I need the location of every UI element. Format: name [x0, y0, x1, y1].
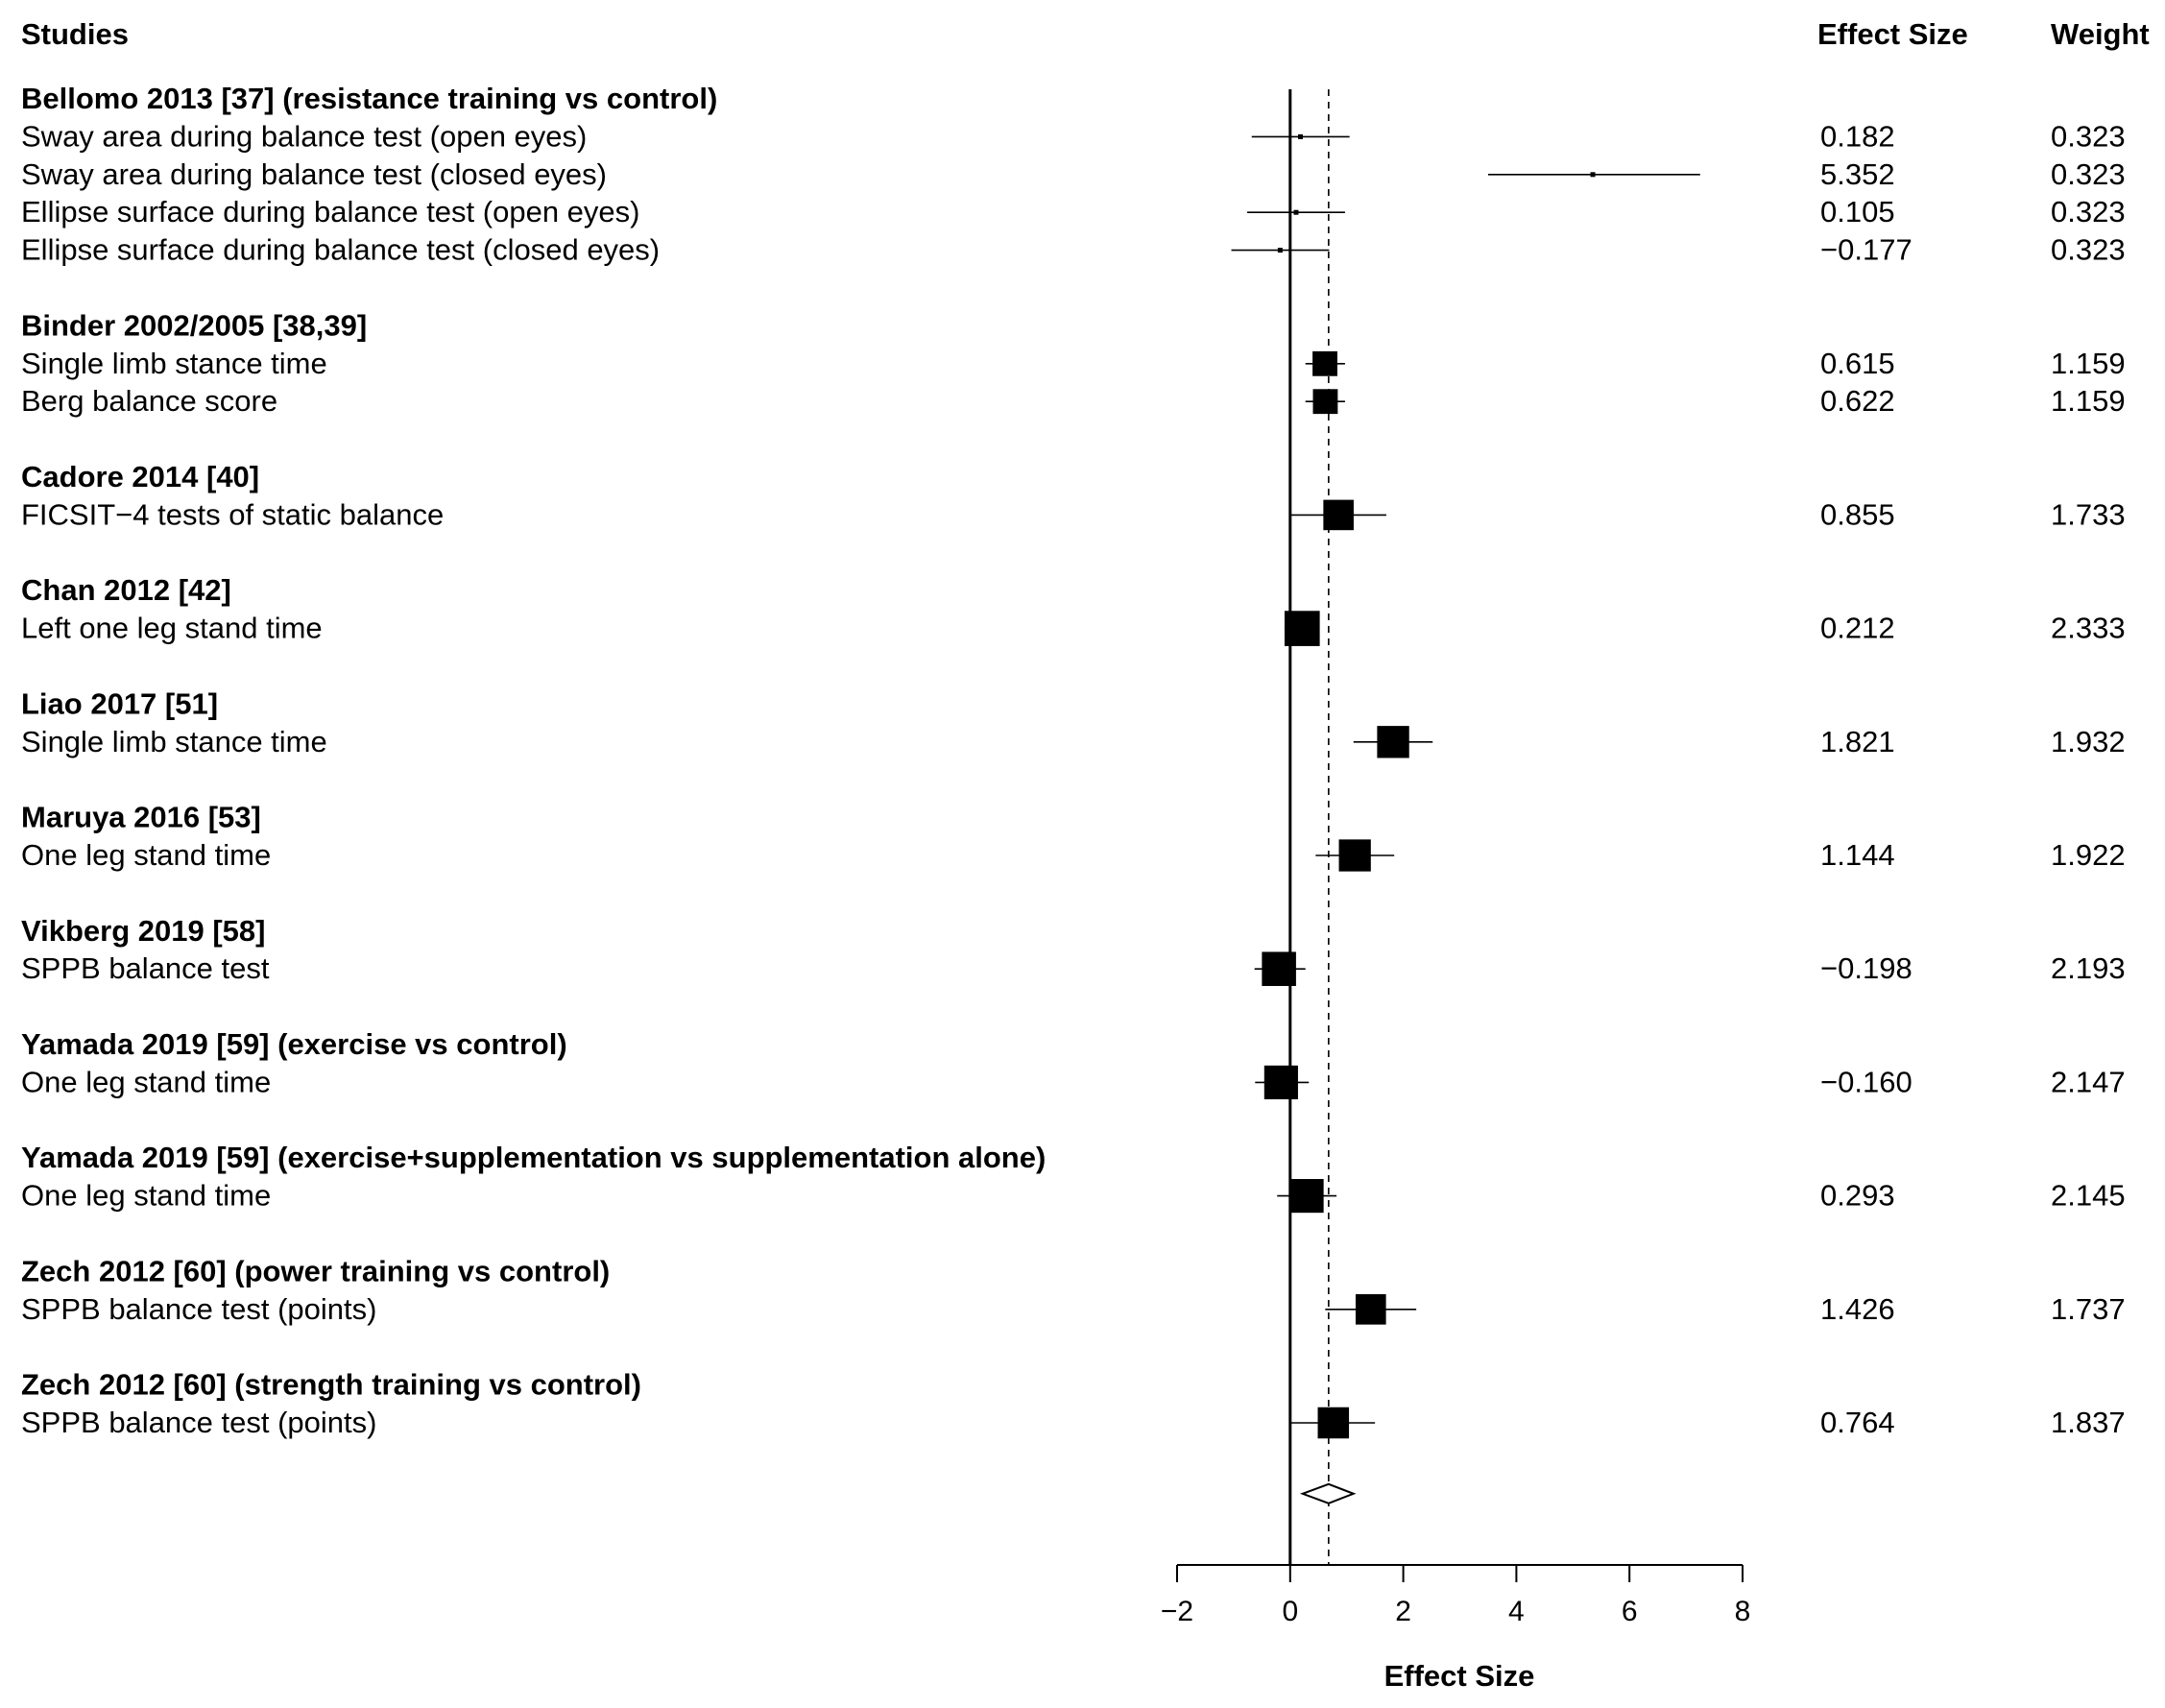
outcome-label: Single limb stance time [21, 725, 327, 758]
study-group-title: Chan 2012 [42] [21, 573, 231, 607]
effect-size-value: 1.426 [1820, 1292, 1895, 1326]
effect-size-value: 0.615 [1820, 347, 1895, 380]
effect-size-value: −0.177 [1820, 233, 1912, 267]
effect-size-value: 0.764 [1820, 1406, 1895, 1439]
x-tick-label: 0 [1282, 1596, 1298, 1627]
study-group-title: Yamada 2019 [59] (exercise vs control) [21, 1027, 567, 1061]
outcome-label: Ellipse surface during balance test (ope… [21, 195, 639, 229]
outcome-label: Single limb stance time [21, 347, 327, 380]
study-rows: Bellomo 2013 [37] (resistance training v… [21, 82, 2126, 1439]
effect-marker [1312, 389, 1338, 415]
effect-marker [1377, 726, 1409, 758]
effect-marker [1298, 133, 1304, 139]
study-group-title: Cadore 2014 [40] [21, 460, 259, 493]
weight-value: 2.147 [2051, 1065, 2126, 1098]
plot-area [1231, 89, 1700, 1565]
effect-marker [1284, 611, 1320, 646]
header-effect-size: Effect Size [1817, 17, 1968, 51]
outcome-label: Sway area during balance test (open eyes… [21, 119, 587, 153]
weight-value: 1.837 [2051, 1406, 2126, 1439]
x-tick-label: 4 [1508, 1596, 1525, 1627]
study-group-title: Binder 2002/2005 [38,39] [21, 308, 367, 342]
x-tick-label: 2 [1395, 1596, 1411, 1627]
effect-size-value: −0.198 [1820, 951, 1912, 985]
weight-value: 1.922 [2051, 838, 2126, 872]
effect-marker [1263, 1065, 1298, 1099]
effect-marker [1323, 499, 1354, 531]
x-tick-label: 6 [1622, 1596, 1638, 1627]
outcome-label: SPPB balance test (points) [21, 1292, 376, 1326]
effect-size-value: 0.182 [1820, 119, 1895, 153]
weight-value: 2.333 [2051, 612, 2126, 645]
study-group-title: Zech 2012 [60] (power training vs contro… [21, 1254, 610, 1287]
study-group-title: Maruya 2016 [53] [21, 801, 261, 834]
header-studies: Studies [21, 17, 129, 51]
outcome-label: Left one leg stand time [21, 612, 323, 645]
effect-size-value: 0.622 [1820, 384, 1895, 418]
weight-value: 0.323 [2051, 157, 2126, 191]
effect-marker [1262, 951, 1296, 986]
x-axis: Effect Size −2 0 2 4 6 8 [1161, 1564, 1751, 1693]
outcome-label: FICSIT−4 tests of static balance [21, 497, 444, 531]
weight-value: 0.323 [2051, 233, 2126, 267]
outcome-label: SPPB balance test [21, 951, 270, 985]
header-weight: Weight [2051, 17, 2150, 51]
x-tick-label: −2 [1161, 1596, 1193, 1627]
outcome-label: Sway area during balance test (closed ey… [21, 157, 607, 191]
study-group-title: Vikberg 2019 [58] [21, 914, 265, 948]
weight-value: 1.733 [2051, 497, 2126, 531]
pooled-estimate-diamond [1299, 1482, 1357, 1504]
weight-value: 2.193 [2051, 951, 2126, 985]
effect-marker [1338, 839, 1371, 872]
effect-size-value: 0.212 [1820, 612, 1895, 645]
effect-marker [1312, 350, 1337, 376]
effect-size-value: 0.105 [1820, 195, 1895, 229]
weight-value: 1.159 [2051, 384, 2126, 418]
outcome-label: One leg stand time [21, 1179, 271, 1213]
x-axis-label: Effect Size [1384, 1659, 1535, 1693]
weight-value: 0.323 [2051, 119, 2126, 153]
effect-marker [1277, 248, 1283, 253]
column-headers: Studies Effect Size Weight [21, 17, 2150, 51]
study-group-title: Zech 2012 [60] (strength training vs con… [21, 1368, 641, 1402]
effect-size-value: 0.855 [1820, 497, 1895, 531]
study-group-title: Yamada 2019 [59] (exercise+supplementati… [21, 1141, 1046, 1174]
outcome-label: One leg stand time [21, 1065, 271, 1098]
effect-size-value: 1.144 [1820, 838, 1895, 872]
weight-value: 1.932 [2051, 725, 2126, 758]
study-group-title: Liao 2017 [51] [21, 686, 218, 720]
effect-marker [1590, 172, 1596, 178]
weight-value: 0.323 [2051, 195, 2126, 229]
outcome-label: Berg balance score [21, 384, 277, 418]
effect-marker [1355, 1293, 1386, 1325]
outcome-label: One leg stand time [21, 838, 271, 872]
effect-size-value: 1.821 [1820, 725, 1895, 758]
study-group-title: Bellomo 2013 [37] (resistance training v… [21, 82, 717, 115]
effect-marker [1293, 209, 1299, 215]
effect-size-value: 5.352 [1820, 157, 1895, 191]
x-tick-label: 8 [1735, 1596, 1751, 1627]
weight-value: 1.159 [2051, 347, 2126, 380]
weight-value: 1.737 [2051, 1292, 2126, 1326]
effect-marker [1317, 1407, 1350, 1439]
effect-marker [1289, 1179, 1324, 1214]
outcome-label: Ellipse surface during balance test (clo… [21, 233, 660, 267]
effect-size-value: 0.293 [1820, 1179, 1895, 1213]
weight-value: 2.145 [2051, 1179, 2126, 1213]
effect-size-value: −0.160 [1820, 1065, 1912, 1098]
outcome-label: SPPB balance test (points) [21, 1406, 376, 1439]
